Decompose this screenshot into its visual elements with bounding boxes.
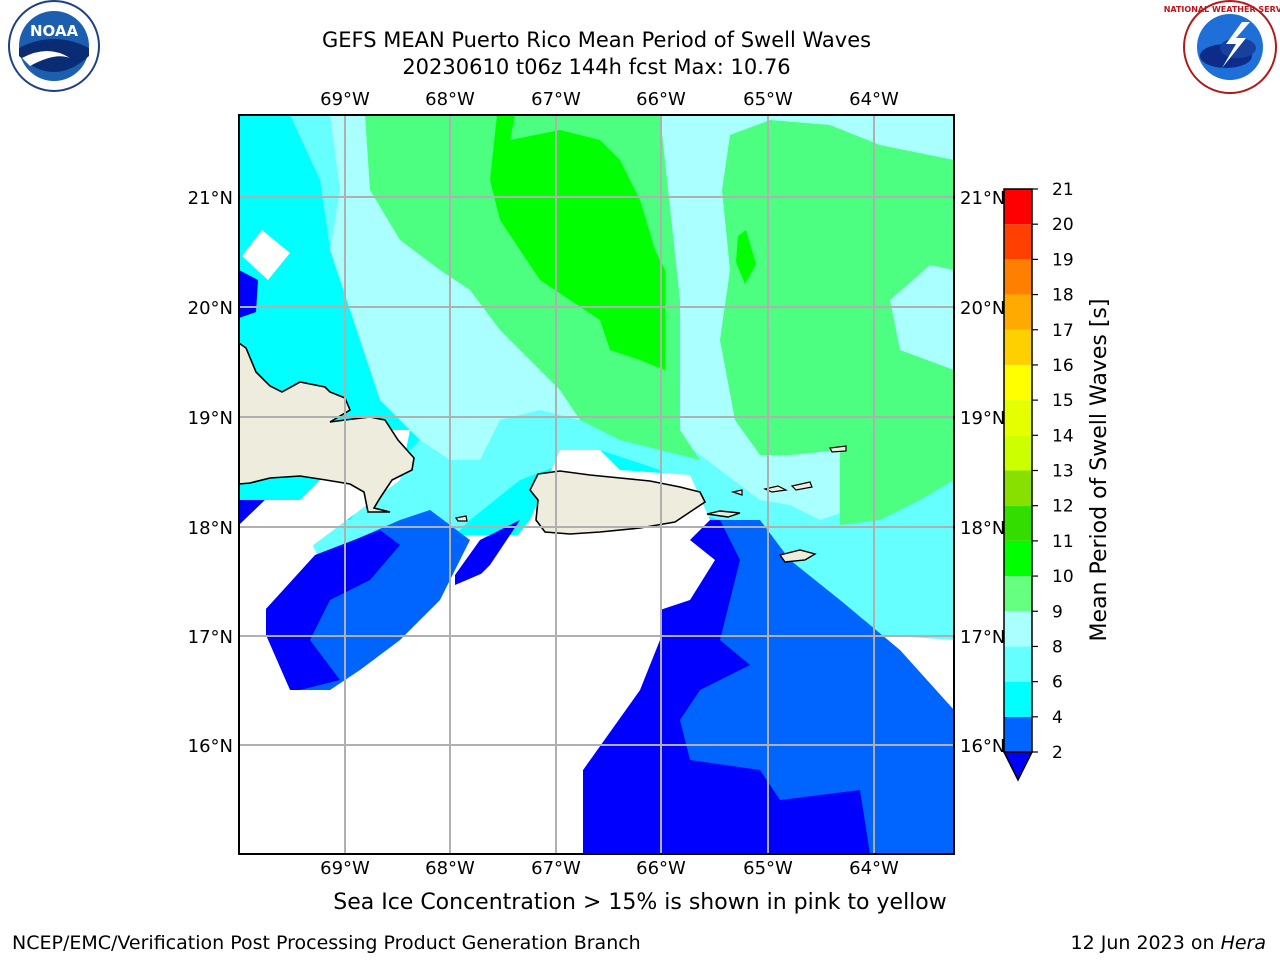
lat-labels-left: 21°N 20°N 19°N 18°N 17°N 16°N — [188, 188, 233, 757]
nws-logo: NATIONAL WEATHER SERVICE — [1164, 0, 1280, 94]
lon-label-bottom: 66°W — [636, 858, 686, 879]
lat-label-right: 21°N — [960, 188, 1005, 209]
colorbar-bin — [1004, 189, 1032, 225]
colorbar-tick-label: 17 — [1052, 321, 1074, 341]
lat-label-left: 16°N — [188, 736, 233, 757]
st-croix — [778, 549, 817, 563]
colorbar-bin — [1004, 294, 1032, 330]
lon-label-top: 68°W — [425, 89, 475, 110]
lat-label-right: 19°N — [960, 408, 1005, 429]
noaa-logo: NOAA — [8, 0, 100, 92]
lon-label-top: 65°W — [743, 89, 793, 110]
run-date-credit: 12 Jun 2023 on Hera — [1071, 932, 1266, 954]
colorbar-tick-label: 4 — [1052, 708, 1063, 728]
swell-field-west-low — [265, 510, 470, 690]
colorbar-bin — [1004, 224, 1032, 260]
colorbar-tick-label: 10 — [1052, 567, 1074, 587]
colorbar-tick-label: 19 — [1052, 250, 1074, 270]
colorbar-extend-arrow — [1002, 751, 1034, 782]
colorbar: 2 4 6 8 9 10 11 12 13 14 15 16 17 18 19 20 21 — [1002, 180, 1074, 782]
lon-label-bottom: 68°W — [425, 858, 475, 879]
lat-label-left: 17°N — [188, 627, 233, 648]
colorbar-bin — [1004, 505, 1032, 541]
colorbar-tick-label: 16 — [1052, 356, 1074, 376]
lat-label-right: 18°N — [960, 518, 1005, 539]
lon-label-top: 69°W — [320, 89, 370, 110]
hispaniola — [239, 342, 415, 513]
colorbar-tick-label: 2 — [1052, 743, 1063, 763]
swell-field-deep-blue-south — [583, 520, 870, 854]
colorbar-tick-label: 21 — [1052, 180, 1074, 200]
chart-title: GEFS MEAN Puerto Rico Mean Period of Swe… — [321, 28, 872, 52]
colorbar-tick-label: 13 — [1052, 462, 1074, 482]
lat-label-right: 16°N — [960, 736, 1005, 757]
colorbar-bin — [1004, 716, 1032, 752]
map-frame — [238, 114, 955, 855]
colorbar-tick-label: 6 — [1052, 673, 1063, 693]
producer-credit: NCEP/EMC/Verification Post Processing Pr… — [12, 932, 641, 954]
nws-logo-text: NATIONAL WEATHER SERVICE — [1164, 5, 1280, 14]
lon-labels-bottom: 69°W 68°W 67°W 66°W 65°W 64°W — [320, 858, 899, 879]
colorbar-bin — [1004, 364, 1032, 401]
colorbar-bin — [1004, 576, 1032, 612]
lon-label-bottom: 65°W — [743, 858, 793, 879]
swell-field-green-east — [720, 120, 954, 525]
lon-label-top: 66°W — [636, 89, 686, 110]
colorbar-bin — [1004, 329, 1032, 365]
lon-labels-top: 69°W 68°W 67°W 66°W 65°W 64°W — [320, 89, 899, 110]
colorbar-bin — [1004, 540, 1032, 577]
lat-label-right: 17°N — [960, 627, 1005, 648]
colorbar-tick-label: 12 — [1052, 497, 1074, 517]
colorbar-tick-label: 11 — [1052, 532, 1074, 552]
colorbar-tick-label: 8 — [1052, 637, 1063, 657]
colorbar-tick-label: 15 — [1052, 391, 1074, 411]
lon-label-top: 67°W — [531, 89, 581, 110]
colorbar-tick-label: 18 — [1052, 286, 1074, 306]
run-machine: Hera — [1220, 932, 1266, 954]
lat-label-left: 18°N — [188, 518, 233, 539]
lat-label-left: 19°N — [188, 408, 233, 429]
lon-label-bottom: 64°W — [849, 858, 899, 879]
graticule — [239, 115, 954, 854]
chart-subtitle: 20230610 t06z 144h fcst Max: 10.76 — [402, 55, 791, 79]
lat-label-left: 20°N — [188, 298, 233, 319]
lon-label-top: 64°W — [849, 89, 899, 110]
swell-field-deep-blue-west — [265, 530, 400, 690]
colorbar-tick-label: 20 — [1052, 215, 1074, 235]
swell-field-max-spot — [736, 230, 756, 284]
vieques — [706, 510, 741, 518]
lon-label-bottom: 69°W — [320, 858, 370, 879]
colorbar-tick-label: 14 — [1052, 426, 1074, 446]
colorbar-bin — [1004, 646, 1032, 682]
colorbar-bin — [1004, 681, 1032, 717]
lat-label-right: 20°N — [960, 298, 1005, 319]
colorbar-bin — [1004, 470, 1032, 506]
colorbar-tick-label: 9 — [1052, 602, 1063, 622]
sea-ice-note: Sea Ice Concentration > 15% is shown in … — [333, 890, 947, 915]
colorbar-bin — [1004, 400, 1032, 436]
colorbar-bin — [1004, 259, 1032, 295]
colorbar-bin — [1004, 611, 1032, 647]
lon-label-bottom: 67°W — [531, 858, 581, 879]
run-date: 12 Jun 2023 on — [1070, 932, 1221, 954]
colorbar-label: Mean Period of Swell Waves [s] — [1087, 299, 1112, 642]
noaa-logo-text: NOAA — [30, 22, 79, 40]
colorbar-bin — [1004, 435, 1032, 471]
lat-labels-right: 21°N 20°N 19°N 18°N 17°N 16°N — [960, 188, 1005, 757]
map-area — [239, 115, 954, 854]
lat-label-left: 21°N — [188, 188, 233, 209]
